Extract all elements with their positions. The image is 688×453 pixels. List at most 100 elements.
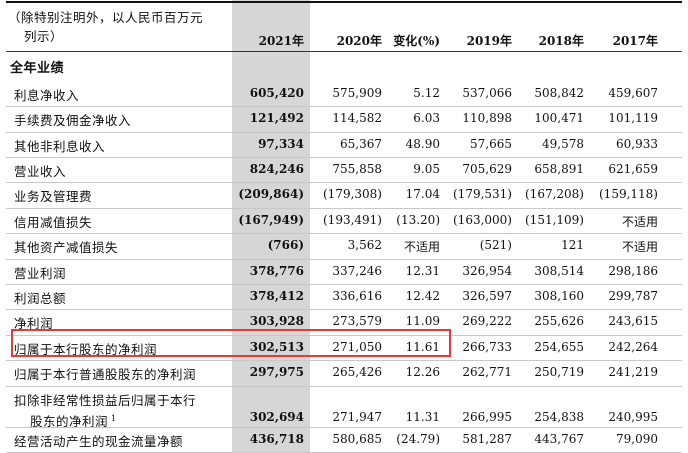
row-cell: (163,000) [453,213,512,227]
row-cell: (193,491) [323,213,382,227]
row-cell: 299,787 [608,289,658,303]
row-cell: 9.05 [413,162,440,176]
table-row: 信用减值损失 (167,949) (193,491) (13.20) (163,000)… [6,209,682,234]
row-cell: (179,531) [453,187,512,201]
row-cell: (167,208) [525,187,584,201]
row-cell: 436,718 [249,432,304,446]
row-cell: 658,891 [534,162,584,176]
row-cell: 303,928 [249,314,304,328]
row-cell: 3,562 [347,238,382,252]
row-cell: 49,578 [542,137,584,151]
row-cell: 240,995 [608,410,658,424]
row-label: 利息净收入 [14,88,80,103]
row-cell: 575,909 [332,86,382,100]
row-cell: 65,367 [340,137,382,151]
table-top-border [6,1,682,3]
row-cell: 254,838 [534,410,584,424]
row-cell: 326,954 [462,264,512,278]
table-row: 营业利润 378,776 337,246 12.31 326,954 308,514 298… [6,260,682,285]
row-divider [6,182,682,183]
col-header-2017: 2017年 [612,34,658,48]
table-row: 其他资产减值损失 (766) 3,562 不适用 (521) 121 不适用 [6,234,682,260]
row-cell: 302,694 [249,410,304,424]
row-cell: 241,219 [608,365,658,379]
row-divider [6,284,682,285]
col-header-2020: 2020年 [336,34,382,48]
row-divider [6,309,682,310]
row-cell: 508,842 [534,86,584,100]
row-cell: 不适用 [621,240,658,254]
row-cell: 不适用 [403,240,440,254]
row-cell: 243,615 [608,314,658,328]
row-cell: 60,933 [616,137,658,151]
row-cell: 378,412 [249,289,304,303]
row-cell: 12.26 [405,365,440,379]
row-label: 营业收入 [14,164,67,179]
row-cell: 265,426 [332,365,382,379]
row-cell: (24.79) [396,432,440,446]
row-label-line2-text: 股东的净利润 [30,414,109,429]
row-divider [6,386,682,387]
row-cell: 79,090 [616,432,658,446]
row-label: 归属于本行普通股股东的净利润 [14,367,197,382]
row-cell: 337,246 [332,264,382,278]
row-label: 信用减值损失 [14,215,93,230]
row-cell: (159,118) [599,187,658,201]
row-cell: 459,607 [608,86,658,100]
row-cell: 不适用 [621,215,658,229]
highlight-box [11,329,451,357]
row-cell: 269,222 [462,314,512,328]
row-cell: 101,119 [608,111,658,125]
row-divider [6,259,682,260]
row-divider [6,106,682,107]
row-cell: (209,864) [238,187,304,201]
table-row: 净利润 303,928 273,579 11.09 269,222 255,626 243,… [6,310,682,336]
table-row: 扣除非经常性损益后归属于本行 股东的净利润 1 302,694 271,947 11.3… [6,387,682,430]
row-cell: 114,582 [332,111,382,125]
row-cell: 824,246 [249,162,304,176]
table-row: 利息净收入 605,420 575,909 5.12 537,066 508,842 459… [6,82,682,107]
row-cell: 580,685 [332,432,382,446]
row-cell: 121 [561,238,584,252]
row-cell: 271,050 [332,340,382,354]
row-cell: 621,659 [608,162,658,176]
row-cell: 5.12 [413,86,440,100]
row-label: 手续费及佣金净收入 [14,113,132,128]
row-label-line1: 扣除非经常性损益后归属于本行 [14,393,197,408]
row-label: 净利润 [14,316,54,331]
row-cell: 57,665 [470,137,512,151]
table-row: 归属于本行股东的净利润 302,513 271,050 11.61 266,733 254… [6,336,682,361]
row-cell: 273,579 [332,314,382,328]
row-cell: 121,492 [249,111,304,125]
row-cell: 11.61 [405,340,440,354]
row-label: 归属于本行股东的净利润 [14,342,158,357]
row-cell: (13.20) [396,213,440,227]
unit-note-line2: 列示） [24,29,64,44]
row-cell: 581,287 [462,432,512,446]
row-cell: 271,947 [332,410,382,424]
row-cell: 302,513 [249,340,304,354]
unit-note: （除特别注明外，以人民币百万元 列示） [8,8,223,46]
row-label-line2: 股东的净利润 1 [14,411,196,430]
table-row: 归属于本行普通股股东的净利润 297,975 265,426 12.26 262,771… [6,361,682,387]
row-cell: 443,767 [534,432,584,446]
footnote-marker: 1 [108,413,117,423]
row-label: 其他非利息收入 [14,139,106,154]
row-divider [6,157,682,158]
unit-note-line1: （除特别注明外，以人民币百万元 [8,10,204,25]
row-cell: 705,629 [462,162,512,176]
table-row: 利润总额 378,412 336,616 12.42 326,597 308,160 299… [6,285,682,310]
row-cell: 250,719 [534,365,584,379]
row-divider [6,335,682,336]
row-cell: 336,616 [332,289,382,303]
col-header-2019: 2019年 [466,34,512,48]
col-header-change: 变化(%) [393,34,440,48]
table-row: 业务及管理费 (209,864) (179,308) 17.04 (179,531) (1… [6,183,682,209]
row-divider [6,132,682,133]
row-divider [6,233,682,234]
row-cell: 537,066 [462,86,512,100]
row-cell: (521) [479,238,512,252]
row-cell: 12.42 [405,289,440,303]
table-row: 经营活动产生的现金流量净额 436,718 580,685 (24.79) 581,28… [6,428,682,453]
highlighted-2021-column [232,0,310,453]
